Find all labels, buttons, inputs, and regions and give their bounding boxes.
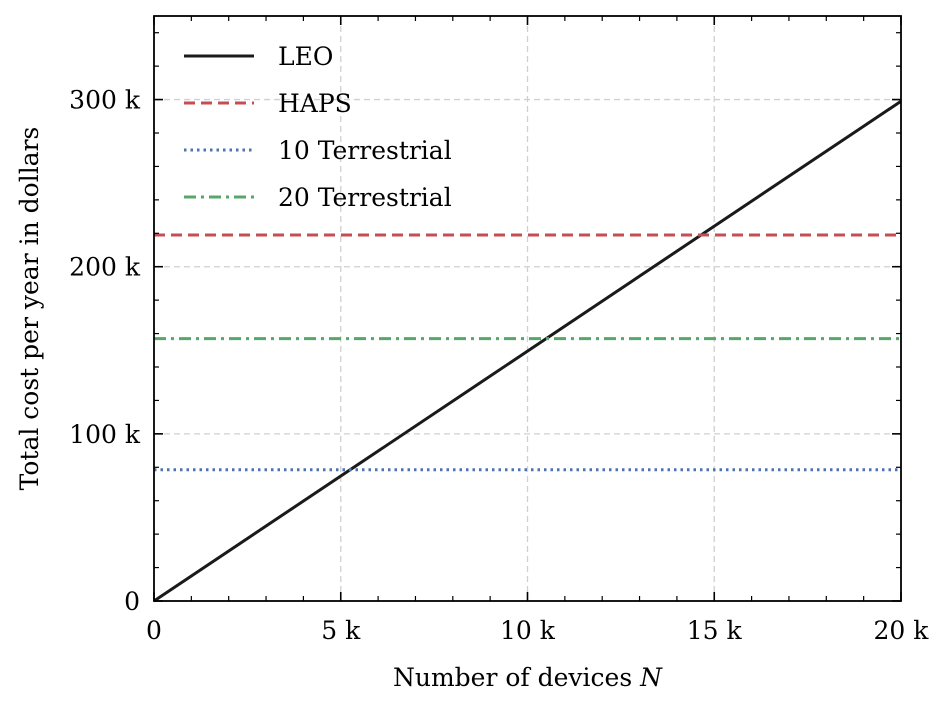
y-tick-label: 100 k	[69, 420, 141, 449]
x-tick-label: 15 k	[687, 616, 743, 645]
y-tick-label: 300 k	[69, 86, 141, 115]
legend: LEO HAPS 10 Terrestrial 20 Terrestrial	[184, 42, 452, 212]
y-tick-labels: 0 100 k 200 k 300 k	[69, 86, 141, 616]
y-axis-title: Total cost per year in dollars	[15, 127, 44, 491]
legend-label: 10 Terrestrial	[278, 136, 452, 165]
x-axis-title: Number of devices N	[393, 663, 663, 692]
legend-label: LEO	[278, 42, 333, 71]
x-tick-label: 20 k	[874, 616, 930, 645]
series-lines	[153, 99, 902, 603]
x-tick-label: 0	[146, 616, 162, 645]
x-tick-label: 5 k	[321, 616, 361, 645]
series-line-leo	[153, 99, 902, 603]
y-tick-label: 0	[124, 587, 140, 616]
y-tick-label: 200 k	[69, 253, 141, 282]
grid	[154, 16, 901, 601]
x-tick-labels: 0 5 k 10 k 15 k 20 k	[146, 616, 929, 645]
legend-label: HAPS	[278, 89, 352, 118]
axis-ticks	[153, 16, 902, 602]
legend-label: 20 Terrestrial	[278, 183, 452, 212]
x-tick-label: 10 k	[500, 616, 556, 645]
